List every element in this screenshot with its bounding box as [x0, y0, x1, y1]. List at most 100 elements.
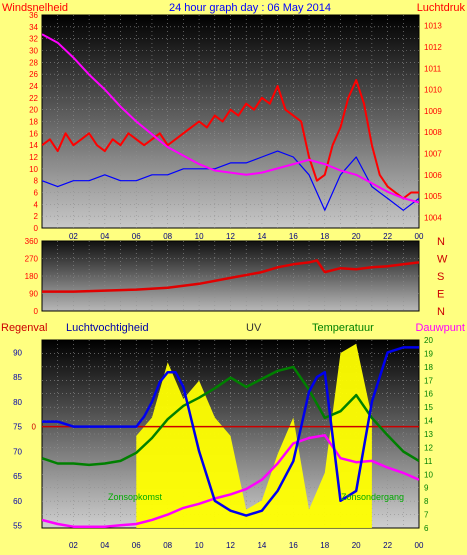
temperature-tick-label: 19 — [424, 349, 433, 358]
sunrise-annotation: Zonsopkomst — [108, 492, 163, 502]
uv-area — [136, 343, 372, 528]
pressure-tick-label: 1007 — [424, 149, 442, 158]
temperature-tick-label: 14 — [424, 417, 433, 426]
x-tick-label: 02 — [69, 541, 78, 550]
compass-label: N — [437, 236, 445, 248]
wind-tick-label: 24 — [29, 82, 38, 91]
x-tick-label: 10 — [195, 232, 204, 241]
compass-label: E — [437, 289, 444, 301]
humidity-tick-label: 75 — [13, 423, 22, 432]
wind-tick-label: 12 — [29, 153, 38, 162]
compass-label: W — [437, 254, 448, 266]
wind-tick-label: 8 — [34, 177, 39, 186]
x-tick-label: 22 — [383, 541, 392, 550]
wind-speed-line — [42, 79, 419, 200]
temperature-tick-label: 13 — [424, 430, 433, 439]
legend-temperature: Temperatuur — [312, 322, 374, 334]
humidity-tick-label: 55 — [13, 522, 22, 531]
wind-tick-label: 34 — [29, 23, 38, 32]
wind-tick-label: 2 — [34, 212, 39, 221]
wind-tick-label: 22 — [29, 94, 38, 103]
x-tick-label: 18 — [320, 232, 329, 241]
x-tick-label: 14 — [257, 541, 266, 550]
temperature-line — [42, 365, 419, 467]
temperature-tick-label: 10 — [424, 470, 433, 479]
x-tick-label: 20 — [352, 232, 361, 241]
direction-tick-label: 360 — [25, 237, 39, 246]
x-tick-label: 10 — [195, 541, 204, 550]
compass-label: N — [437, 306, 445, 318]
x-tick-label: 02 — [69, 232, 78, 241]
humidity-tick-label: 70 — [13, 447, 22, 456]
humidity-tick-label: 90 — [13, 348, 22, 357]
dewpoint-line — [42, 434, 419, 528]
x-tick-label: 00 — [415, 541, 424, 550]
pressure-tick-label: 1005 — [424, 192, 442, 201]
legend-uv: UV — [246, 322, 262, 334]
wind-direction-line — [42, 259, 419, 293]
direction-tick-label: 90 — [29, 290, 38, 299]
compass-label: S — [437, 271, 444, 283]
x-tick-label: 12 — [226, 232, 235, 241]
sunset-annotation: Zonsondergang — [341, 492, 404, 502]
x-tick-label: 14 — [257, 232, 266, 241]
x-tick-label: 12 — [226, 541, 235, 550]
wind-speed-label: Windsnelheid — [2, 2, 68, 14]
wind-tick-label: 16 — [29, 129, 38, 138]
wind-tick-label: 26 — [29, 70, 38, 79]
temperature-tick-label: 15 — [424, 403, 433, 412]
humidity-tick-label: 65 — [13, 472, 22, 481]
chart-title: 24 hour graph day : 06 May 2014 — [169, 2, 331, 14]
x-tick-label: 08 — [163, 232, 172, 241]
wind-tick-label: 18 — [29, 118, 38, 127]
x-tick-label: 08 — [163, 541, 172, 550]
x-tick-label: 16 — [289, 232, 298, 241]
series-layer — [42, 33, 419, 528]
x-tick-label: 00 — [415, 232, 424, 241]
wind-tick-label: 10 — [29, 165, 38, 174]
temperature-tick-label: 6 — [424, 524, 429, 533]
direction-tick-label: 0 — [34, 307, 39, 316]
x-tick-label: 22 — [383, 232, 392, 241]
pressure-line — [42, 33, 419, 204]
temperature-tick-label: 18 — [424, 363, 433, 372]
rain-tick-label: 0 — [32, 423, 37, 432]
pressure-tick-label: 1006 — [424, 171, 442, 180]
humidity-tick-label: 60 — [13, 497, 22, 506]
temperature-tick-label: 7 — [424, 511, 429, 520]
temperature-tick-label: 8 — [424, 497, 429, 506]
pressure-tick-label: 1012 — [424, 43, 442, 52]
pressure-tick-label: 1004 — [424, 213, 442, 222]
legend-dewpoint: Dauwpunt — [415, 322, 465, 334]
wind-tick-label: 6 — [34, 189, 39, 198]
x-tick-label: 16 — [289, 541, 298, 550]
temperature-tick-label: 20 — [424, 336, 433, 345]
direction-tick-label: 270 — [25, 255, 39, 264]
temperature-tick-label: 9 — [424, 484, 429, 493]
x-tick-label: 04 — [100, 232, 109, 241]
temperature-tick-label: 17 — [424, 376, 433, 385]
legend-humidity: Luchtvochtigheid — [66, 322, 149, 334]
wind-tick-label: 20 — [29, 106, 38, 115]
legend-rain: Regenval — [1, 322, 47, 334]
pressure-tick-label: 1009 — [424, 107, 442, 116]
wind-tick-label: 0 — [34, 224, 39, 233]
fill-layer — [136, 343, 372, 528]
temperature-tick-label: 12 — [424, 443, 433, 452]
wind-tick-label: 32 — [29, 35, 38, 44]
pressure-tick-label: 1010 — [424, 86, 442, 95]
x-tick-label: 06 — [132, 541, 141, 550]
temperature-tick-label: 11 — [424, 457, 433, 466]
wind-tick-label: 28 — [29, 58, 38, 67]
wind-tick-label: 36 — [29, 11, 38, 20]
wind-tick-label: 4 — [34, 200, 39, 209]
direction-tick-label: 180 — [25, 272, 39, 281]
wind-gust-line — [42, 150, 419, 211]
pressure-tick-label: 1008 — [424, 128, 442, 137]
x-tick-label: 04 — [100, 541, 109, 550]
x-tick-label: 20 — [352, 541, 361, 550]
x-tick-label: 18 — [320, 541, 329, 550]
axis-layer: 0246810121416182022242628303234361004100… — [13, 11, 448, 550]
wind-tick-label: 30 — [29, 47, 38, 56]
